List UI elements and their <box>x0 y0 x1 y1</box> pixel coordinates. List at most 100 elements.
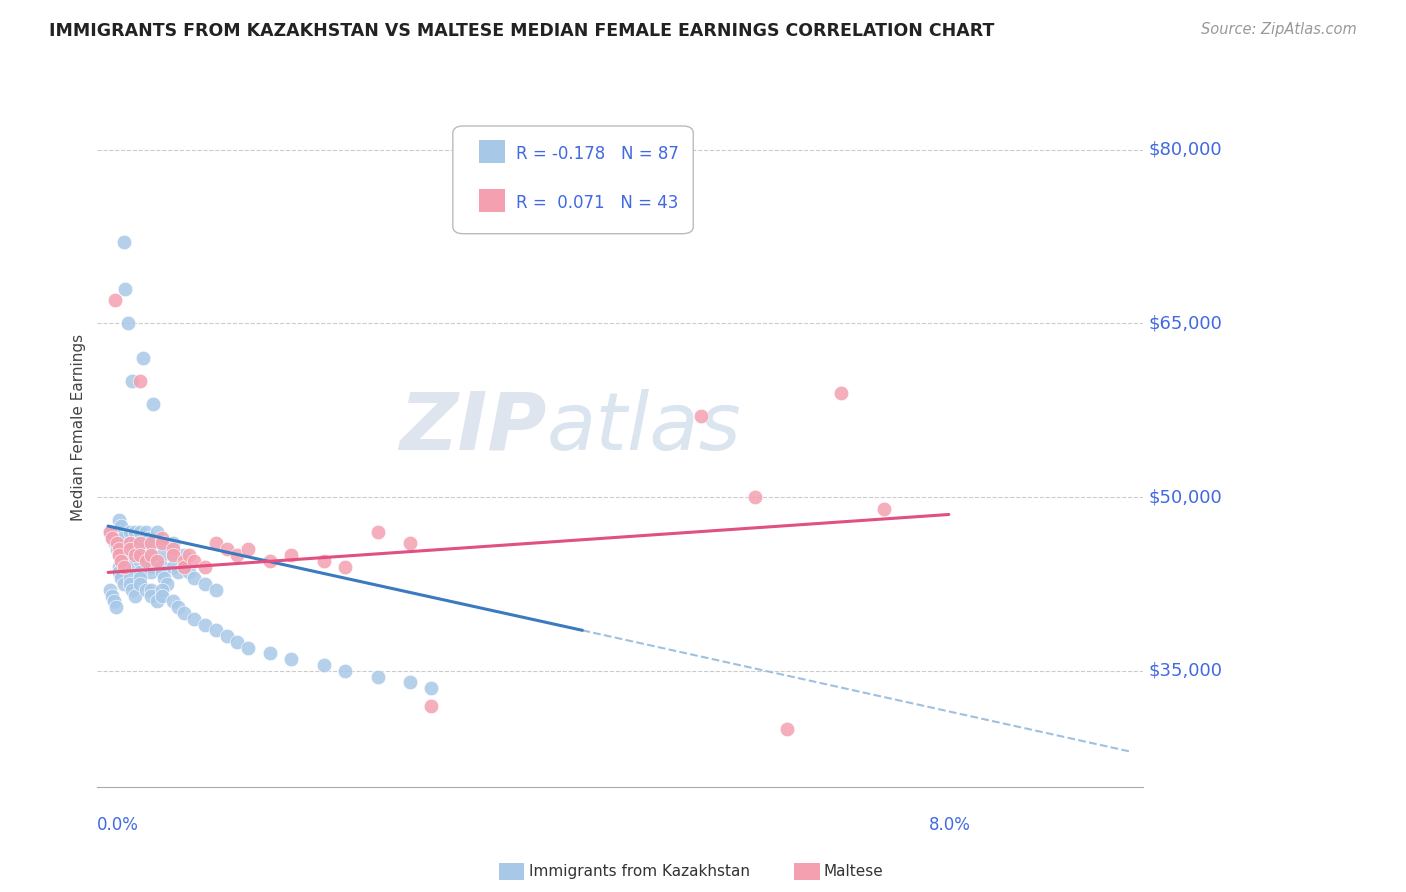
Point <box>153 571 176 585</box>
Point <box>129 571 152 585</box>
Point <box>215 542 238 557</box>
Bar <box>479 189 505 212</box>
Point <box>101 531 124 545</box>
Point <box>776 722 799 736</box>
Point <box>873 501 896 516</box>
Point <box>215 629 238 643</box>
Point <box>112 235 135 250</box>
Point <box>205 582 228 597</box>
Point <box>129 554 152 568</box>
Point <box>150 589 173 603</box>
Point <box>108 559 131 574</box>
Text: $50,000: $50,000 <box>1149 488 1222 506</box>
Point <box>124 536 146 550</box>
Point <box>156 577 179 591</box>
Point <box>112 531 135 545</box>
Point <box>110 554 132 568</box>
Point <box>117 317 139 331</box>
Point <box>150 559 173 574</box>
Point <box>129 524 152 539</box>
Point <box>167 600 190 615</box>
Point <box>259 554 281 568</box>
Point <box>420 698 443 713</box>
Point <box>118 548 141 562</box>
Point <box>105 536 128 550</box>
Point <box>124 524 146 539</box>
Point <box>142 397 165 411</box>
Point <box>183 571 205 585</box>
Point <box>118 536 141 550</box>
Point <box>129 536 152 550</box>
Point <box>145 594 167 608</box>
Point <box>135 582 157 597</box>
Bar <box>479 140 505 163</box>
Point <box>129 566 152 580</box>
Text: R =  0.071   N = 43: R = 0.071 N = 43 <box>516 194 678 211</box>
Point <box>177 548 200 562</box>
Point <box>103 594 125 608</box>
Point <box>205 536 228 550</box>
Point <box>108 566 131 580</box>
Point <box>105 542 128 557</box>
FancyBboxPatch shape <box>453 126 693 234</box>
Point <box>108 548 131 562</box>
Point <box>238 640 260 655</box>
Point <box>141 559 163 574</box>
Text: $35,000: $35,000 <box>1149 662 1222 680</box>
Point <box>173 554 195 568</box>
Text: IMMIGRANTS FROM KAZAKHSTAN VS MALTESE MEDIAN FEMALE EARNINGS CORRELATION CHART: IMMIGRANTS FROM KAZAKHSTAN VS MALTESE ME… <box>49 22 994 40</box>
Point <box>312 658 335 673</box>
Point <box>150 566 173 580</box>
Point <box>150 536 173 550</box>
Point <box>150 536 173 550</box>
Point <box>108 513 131 527</box>
Point <box>690 409 713 423</box>
Point <box>173 559 195 574</box>
Point <box>129 542 152 557</box>
Point <box>367 524 389 539</box>
Point <box>744 490 766 504</box>
Point <box>124 589 146 603</box>
Point <box>399 675 422 690</box>
Point <box>101 589 124 603</box>
Point <box>194 559 217 574</box>
Point <box>150 548 173 562</box>
Point <box>162 536 184 550</box>
Point <box>104 600 127 615</box>
Point <box>104 536 127 550</box>
Text: $80,000: $80,000 <box>1149 141 1222 159</box>
Point <box>129 548 152 562</box>
Point <box>280 652 302 666</box>
Point <box>135 524 157 539</box>
Point <box>110 571 132 585</box>
Point <box>121 374 143 388</box>
Point <box>335 664 357 678</box>
Point <box>162 542 184 557</box>
Text: ZIP: ZIP <box>399 389 547 467</box>
Point <box>367 670 389 684</box>
Point <box>205 624 228 638</box>
Point <box>150 531 173 545</box>
Point <box>108 524 131 539</box>
Text: 8.0%: 8.0% <box>928 815 970 834</box>
Point <box>145 554 167 568</box>
Point <box>141 582 163 597</box>
Text: R = -0.178   N = 87: R = -0.178 N = 87 <box>516 145 679 163</box>
Point <box>194 577 217 591</box>
Text: $65,000: $65,000 <box>1149 314 1222 333</box>
Point <box>98 582 121 597</box>
Point <box>183 612 205 626</box>
Point <box>830 385 852 400</box>
Point <box>167 566 190 580</box>
Text: Immigrants from Kazakhstan: Immigrants from Kazakhstan <box>529 864 749 879</box>
Point <box>118 524 141 539</box>
Point <box>135 554 157 568</box>
Point <box>141 548 163 562</box>
Point <box>420 681 443 696</box>
Point <box>98 524 121 539</box>
Point <box>194 617 217 632</box>
Point <box>118 536 141 550</box>
Point <box>399 536 422 550</box>
Point <box>121 582 143 597</box>
Point <box>108 536 131 550</box>
